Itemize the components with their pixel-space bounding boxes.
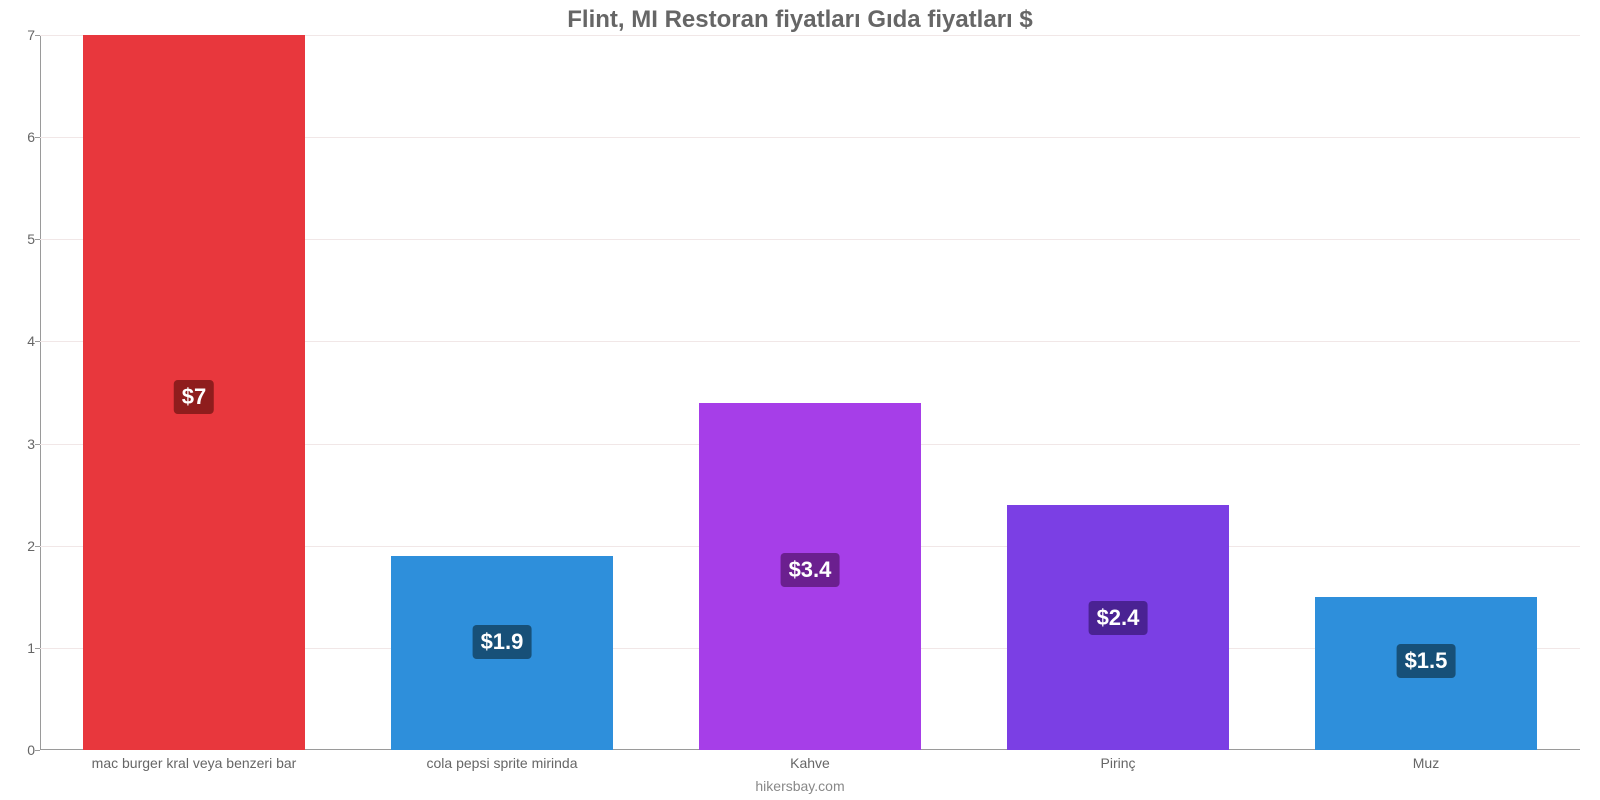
bar-group: $1.9: [391, 35, 613, 750]
bar-group: $3.4: [699, 35, 921, 750]
y-tick-label: 7: [10, 27, 35, 43]
x-tick-label: mac burger kral veya benzeri bar: [92, 755, 297, 771]
value-badge: $3.4: [781, 553, 840, 587]
x-tick-label: Muz: [1413, 755, 1439, 771]
y-tick-label: 1: [10, 640, 35, 656]
bars-container: $7 $1.9 $3.4 $2.4 $1.5: [40, 35, 1580, 750]
value-badge: $7: [174, 380, 214, 414]
y-tick: [35, 750, 40, 751]
price-bar-chart: Flint, MI Restoran fiyatları Gıda fiyatl…: [0, 0, 1600, 800]
x-tick-label: Kahve: [790, 755, 830, 771]
y-tick-label: 2: [10, 538, 35, 554]
y-tick-label: 6: [10, 129, 35, 145]
y-tick-label: 4: [10, 333, 35, 349]
value-badge: $1.9: [473, 625, 532, 659]
bar-group: $7: [83, 35, 305, 750]
plot-area: 01234567 $7$1.9$3.4$2.4$1.5 mac burger k…: [40, 35, 1580, 750]
chart-footer: hikersbay.com: [0, 778, 1600, 794]
x-tick-label: cola pepsi sprite mirinda: [427, 755, 578, 771]
y-tick-label: 3: [10, 436, 35, 452]
value-badge: $1.5: [1397, 644, 1456, 678]
bar-group: $1.5: [1315, 35, 1537, 750]
y-tick-label: 0: [10, 742, 35, 758]
y-tick-label: 5: [10, 231, 35, 247]
bar-group: $2.4: [1007, 35, 1229, 750]
x-tick-label: Pirinç: [1100, 755, 1135, 771]
chart-title: Flint, MI Restoran fiyatları Gıda fiyatl…: [0, 0, 1600, 34]
value-badge: $2.4: [1089, 601, 1148, 635]
